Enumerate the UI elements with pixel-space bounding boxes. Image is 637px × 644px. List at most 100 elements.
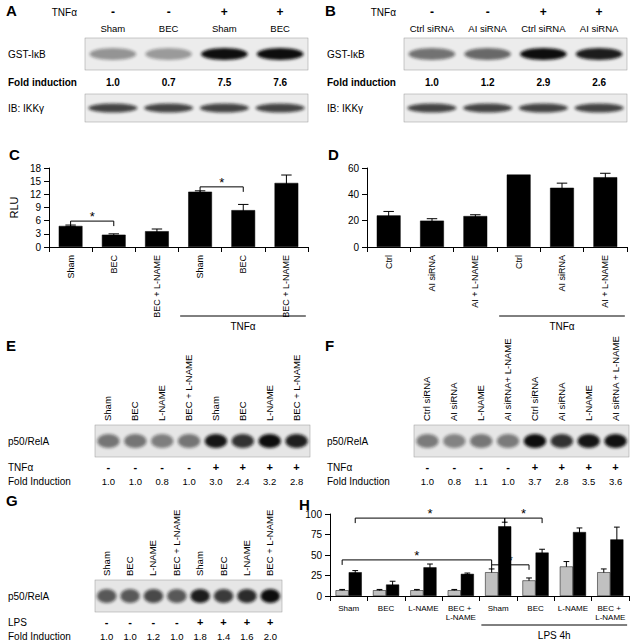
svg-text:1.8: 1.8 [194, 631, 207, 642]
svg-text:AI siRNA: AI siRNA [557, 255, 567, 292]
svg-text:-: - [430, 5, 434, 19]
svg-text:E: E [6, 337, 16, 354]
svg-text:75: 75 [311, 529, 323, 540]
svg-text:L-NAME: L-NAME [241, 540, 252, 576]
svg-text:Ctrl siRNA: Ctrl siRNA [529, 376, 540, 421]
svg-text:3.2: 3.2 [263, 476, 276, 487]
svg-text:3.6: 3.6 [609, 476, 622, 487]
svg-text:Ctrl siRNA: Ctrl siRNA [410, 23, 455, 34]
svg-text:40: 40 [348, 189, 360, 200]
svg-text:1.0: 1.0 [501, 476, 514, 487]
svg-text:BEC + L-NAME: BEC + L-NAME [183, 355, 194, 421]
svg-text:60: 60 [348, 163, 360, 174]
svg-text:L-NAME: L-NAME [558, 604, 588, 613]
svg-text:C: C [9, 146, 20, 163]
svg-text:BEC + L-NAME: BEC + L-NAME [152, 255, 162, 318]
svg-text:+: + [197, 616, 203, 628]
svg-text:-: - [426, 461, 430, 473]
svg-text:AI + L-NAME: AI + L-NAME [470, 255, 480, 308]
svg-text:F: F [325, 337, 334, 354]
svg-text:+: + [244, 616, 250, 628]
svg-text:*: * [414, 548, 419, 563]
svg-text:-: - [167, 5, 171, 19]
svg-text:L-NAME: L-NAME [475, 385, 486, 421]
svg-text:LPS: LPS [8, 617, 27, 628]
svg-text:GST-IκB: GST-IκB [327, 49, 365, 60]
svg-text:6: 6 [35, 215, 41, 226]
svg-text:+: + [585, 461, 591, 473]
svg-text:RLU: RLU [8, 196, 20, 218]
svg-text:3.0: 3.0 [209, 476, 222, 487]
svg-text:IB: IKKγ: IB: IKKγ [327, 103, 363, 114]
svg-text:L-NAME: L-NAME [446, 613, 476, 622]
svg-text:2.4: 2.4 [236, 476, 249, 487]
svg-text:AI siRNA: AI siRNA [556, 382, 567, 421]
svg-text:Sham: Sham [101, 551, 112, 576]
svg-text:20: 20 [348, 215, 360, 226]
svg-text:AI siRNA+ L-NAME: AI siRNA+ L-NAME [502, 338, 513, 421]
svg-text:+: + [220, 616, 226, 628]
svg-text:L-NAME: L-NAME [595, 613, 625, 622]
svg-text:*: * [219, 175, 224, 190]
svg-text:-: - [128, 616, 132, 628]
svg-text:18: 18 [30, 163, 42, 174]
svg-text:Sham: Sham [195, 255, 205, 279]
svg-text:L-NAME: L-NAME [408, 604, 438, 613]
svg-text:1.0: 1.0 [106, 77, 120, 88]
svg-text:1.0: 1.0 [421, 476, 434, 487]
svg-text:2.8: 2.8 [290, 476, 303, 487]
svg-text:+: + [221, 5, 228, 19]
svg-text:TNFα: TNFα [8, 462, 33, 473]
svg-text:*: * [521, 506, 526, 521]
svg-text:BEC: BEC [159, 23, 179, 34]
svg-text:TNFα: TNFα [371, 7, 396, 18]
svg-text:Sham: Sham [194, 551, 205, 576]
svg-text:2.6: 2.6 [592, 77, 606, 88]
svg-text:BEC +: BEC + [448, 604, 474, 613]
svg-text:+: + [532, 461, 538, 473]
svg-text:Sham: Sham [488, 604, 509, 613]
svg-text:L-NAME: L-NAME [156, 385, 167, 421]
svg-text:TNFα: TNFα [549, 321, 574, 332]
svg-text:Fold Induction: Fold Induction [8, 631, 71, 642]
svg-text:Sham: Sham [210, 396, 221, 421]
svg-text:+: + [540, 5, 547, 19]
svg-text:GST-IκB: GST-IκB [8, 49, 46, 60]
svg-text:-: - [111, 5, 115, 19]
svg-text:-: - [175, 616, 179, 628]
svg-text:7.6: 7.6 [273, 77, 287, 88]
svg-text:+: + [559, 461, 565, 473]
svg-text:-: - [187, 461, 191, 473]
svg-text:3.5: 3.5 [582, 476, 595, 487]
svg-text:Ctrl: Ctrl [384, 255, 394, 269]
svg-text:1.0: 1.0 [425, 77, 439, 88]
svg-text:15: 15 [30, 176, 42, 187]
svg-text:BEC: BEC [109, 255, 119, 274]
svg-text:25: 25 [311, 570, 323, 581]
svg-text:1.0: 1.0 [170, 631, 183, 642]
svg-text:+: + [267, 616, 273, 628]
svg-text:B: B [325, 2, 336, 19]
svg-text:BEC: BEC [238, 255, 248, 274]
svg-text:1.0: 1.0 [123, 631, 136, 642]
svg-text:TNFα: TNFα [230, 321, 255, 332]
svg-text:AI siRNA: AI siRNA [448, 382, 459, 421]
svg-text:-: - [107, 461, 111, 473]
svg-text:7.5: 7.5 [217, 77, 231, 88]
svg-text:IB: IKKγ: IB: IKKγ [8, 103, 44, 114]
svg-text:9: 9 [35, 202, 41, 213]
svg-text:BEC +: BEC + [598, 604, 624, 613]
svg-text:0: 0 [353, 242, 359, 253]
svg-text:BEC: BEC [237, 401, 248, 421]
svg-text:-: - [486, 5, 490, 19]
svg-text:LPS 4h: LPS 4h [538, 630, 571, 641]
svg-text:BEC: BEC [218, 556, 229, 576]
svg-text:0.8: 0.8 [156, 476, 169, 487]
svg-text:BEC + L-NAME: BEC + L-NAME [281, 255, 291, 318]
svg-text:AI siRNA: AI siRNA [580, 23, 619, 34]
svg-text:1.0: 1.0 [129, 476, 142, 487]
svg-text:G: G [6, 492, 18, 509]
svg-text:BEC: BEC [270, 23, 290, 34]
svg-text:BEC: BEC [527, 604, 544, 613]
svg-text:3.7: 3.7 [528, 476, 541, 487]
